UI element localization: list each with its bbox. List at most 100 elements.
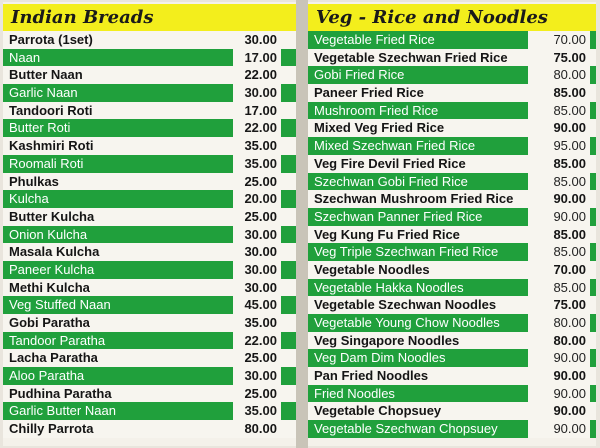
menu-item-row: Veg Kung Fu Fried Rice 85.00 [308,225,596,244]
menu-item-price: 90.00 [528,190,590,208]
menu-item-name: Parrota (1set) [9,32,93,47]
menu-item-price: 85.00 [528,101,590,120]
menu-item-row: Vegetable Chopsuey 90.00 [308,402,596,421]
menu-item-price: 25.00 [244,385,277,401]
indian-breads-panel: Indian Breads Parrota (1set) 30.00 Naan 17.… [3,2,296,446]
menu-item-row: Aloo Paratha 30.00 [3,367,296,385]
menu-item-price: 85.00 [528,84,590,102]
menu-item-price: 30.00 [244,244,277,260]
menu-item-price: 25.00 [244,173,277,189]
menu-item-price: 25.00 [244,350,277,366]
menu-item-row: Veg Stuffed Naan 45.00 [3,296,296,314]
menu-item-name: Chilly Parrota [9,421,94,437]
menu-item-name: Vegetable Noodles [314,261,430,277]
menu-item-name: Pudhina Paratha [9,385,112,401]
menu-item-price: 17.00 [233,48,281,67]
rice-noodles-list: Vegetable Fried Rice 70.00 Vegetable Szech… [308,31,596,438]
menu-item-price: 75.00 [528,296,590,314]
menu-item-price: 30.00 [244,32,277,47]
menu-item-price: 85.00 [528,243,590,261]
menu-item-name: Veg Kung Fu Fried Rice [314,226,460,242]
menu-item-row: Kulcha 20.00 [3,190,296,208]
menu-item-row: Mixed Szechwan Fried Rice 95.00 [308,137,596,155]
menu-item-name: Kashmiri Roti [9,138,94,154]
menu-item-name: Kulcha [9,191,49,207]
menu-item-price: 35.00 [244,315,277,330]
menu-item-row: Roomali Roti 35.00 [3,154,296,173]
menu-item-price: 35.00 [233,402,281,421]
menu-item-row: Veg Triple Szechwan Fried Rice 85.00 [308,243,596,261]
menu-item-row: Butter Naan 22.00 [3,66,296,85]
menu-item-name: Mixed Szechwan Fried Rice [314,138,476,154]
menu-item-row: Vegetable Noodles 70.00 [308,260,596,279]
menu-item-row: Vegetable Szechwan Chopsuey 90.00 [308,420,596,438]
menu-item-name: Veg Dam Dim Noodles [314,350,446,366]
menu-item-row: Mixed Veg Fried Rice 90.00 [308,119,596,138]
menu-item-name: Garlic Naan [9,85,78,101]
menu-item-row: Gobi Fried Rice 80.00 [308,66,596,85]
menu-item-row: Vegetable Szechwan Noodles 75.00 [308,296,596,314]
menu-item-price: 35.00 [233,154,281,173]
menu-item-name: Onion Kulcha [9,226,88,242]
menu-item-price: 30.00 [244,279,277,295]
menu-item-name: Paneer Fried Rice [314,85,424,101]
menu-item-name: Aloo Paratha [9,368,85,384]
menu-item-row: Parrota (1set) 30.00 [3,31,296,49]
menu-item-row: Tandoor Paratha 22.00 [3,331,296,350]
menu-item-row: Paneer Kulcha 30.00 [3,260,296,279]
menu-item-name: Veg Stuffed Naan [9,297,111,313]
menu-item-price: 22.00 [233,331,281,350]
menu-item-row: Paneer Fried Rice 85.00 [308,84,596,102]
menu-item-name: Vegetable Fried Rice [314,32,435,47]
page-gutter [296,0,308,448]
menu-item-name: Garlic Butter Naan [9,403,116,419]
menu-item-row: Gobi Paratha 35.00 [3,314,296,332]
menu-item-price: 95.00 [528,137,590,155]
menu-item-price: 75.00 [528,48,590,67]
menu-item-name: Veg Singapore Noodles [314,332,460,348]
menu-item-name: Gobi Paratha [9,315,90,330]
menu-item-name: Szechwan Gobi Fried Rice [314,173,468,189]
menu-item-row: Methi Kulcha 30.00 [3,278,296,297]
menu-item-price: 80.00 [528,66,590,85]
menu-item-price: 90.00 [528,367,590,385]
menu-item-row: Veg Singapore Noodles 80.00 [308,331,596,350]
menu-item-price: 22.00 [233,119,281,138]
menu-item-price: 22.00 [244,67,277,83]
menu-item-name: Vegetable Chopsuey [314,403,442,419]
menu-item-name: Phulkas [9,173,59,189]
menu-item-row: Chilly Parrota 80.00 [3,420,296,438]
menu-item-row: Vegetable Young Chow Noodles 80.00 [308,314,596,332]
menu-item-price: 85.00 [528,154,590,173]
menu-item-row: Szechwan Gobi Fried Rice 85.00 [308,172,596,191]
menu-item-row: Pudhina Paratha 25.00 [3,384,296,403]
menu-item-name: Vegetable Szechwan Chopsuey [314,421,498,437]
menu-item-price: 20.00 [233,190,281,208]
menu-item-name: Gobi Fried Rice [314,67,405,83]
menu-item-price: 30.00 [233,367,281,385]
menu-item-price: 90.00 [528,384,590,403]
menu-item-row: Naan 17.00 [3,48,296,67]
menu-item-row: Phulkas 25.00 [3,172,296,191]
menu-item-price: 85.00 [528,225,590,244]
menu-item-row: Vegetable Szechwan Fried Rice 75.00 [308,48,596,67]
menu-item-row: Veg Dam Dim Noodles 90.00 [308,349,596,368]
menu-item-name: Mushroom Fried Rice [314,102,439,118]
menu-item-price: 35.00 [244,138,277,154]
menu-item-price: 85.00 [528,172,590,191]
menu-item-price: 30.00 [233,84,281,102]
menu-item-name: Szechwan Mushroom Fried Rice [314,191,514,207]
menu-item-price: 80.00 [244,421,277,437]
menu-item-name: Vegetable Szechwan Fried Rice [314,49,508,65]
menu-item-price: 70.00 [528,31,590,49]
menu-item-row: Butter Kulcha 25.00 [3,207,296,226]
menu-item-name: Pan Fried Noodles [314,368,429,384]
menu-item-name: Butter Naan [9,67,83,83]
menu-item-name: Szechwan Panner Fried Rice [314,208,483,224]
menu-item-row: Fried Noodles 90.00 [308,384,596,403]
menu-item-name: Veg Triple Szechwan Fried Rice [314,244,499,260]
menu-item-name: Vegetable Young Chow Noodles [314,315,500,330]
menu-item-name: Butter Kulcha [9,208,95,224]
menu-item-price: 25.00 [244,208,277,224]
menu-item-price: 30.00 [233,225,281,244]
